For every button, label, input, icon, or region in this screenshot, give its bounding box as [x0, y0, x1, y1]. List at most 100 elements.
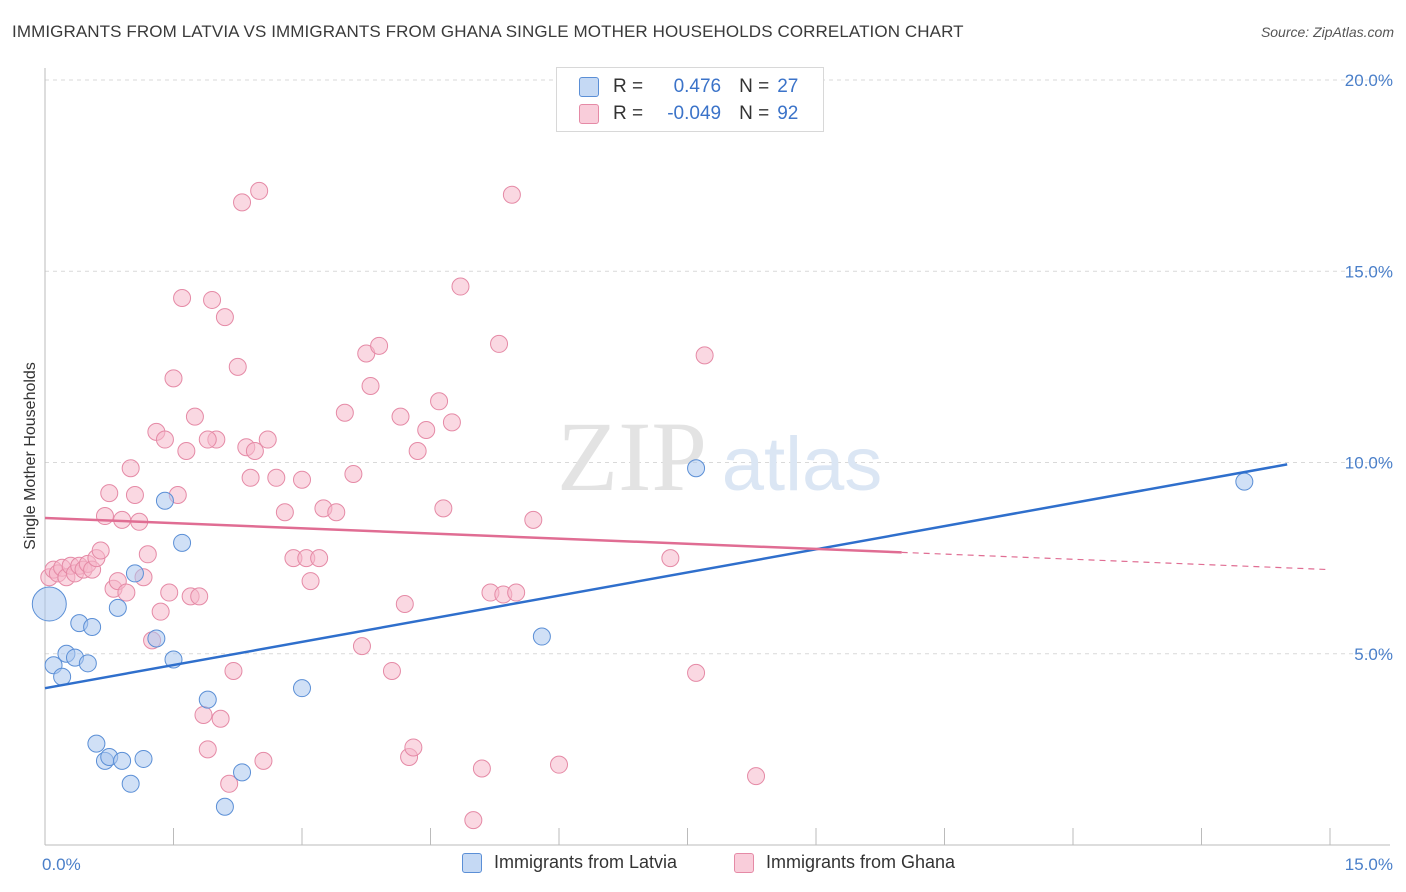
- ghana-point: [382, 661, 401, 680]
- ghana-point: [203, 290, 222, 309]
- latvia-point: [108, 598, 127, 617]
- ghana-point: [125, 486, 144, 505]
- ghana-point: [747, 767, 766, 786]
- y-tick-label: 15.0%: [1345, 262, 1393, 281]
- latvia-point: [532, 627, 551, 646]
- ghana-point: [198, 430, 217, 449]
- tick-labels: 5.0% 10.0% 15.0% 20.0% 0.0% 15.0%: [42, 71, 1393, 874]
- ghana-point: [215, 308, 234, 327]
- watermark-zip: ZIP: [557, 401, 707, 512]
- latvia-point: [198, 690, 217, 709]
- ghana-point: [451, 277, 470, 296]
- ghana-legend-swatch: [734, 852, 754, 873]
- latvia-point: [233, 763, 252, 782]
- legend-r-value: 0.476: [673, 76, 722, 97]
- ghana-point: [550, 755, 568, 774]
- ghana-point: [138, 545, 157, 564]
- ghana-legend-label: Immigrants from Ghana: [766, 852, 956, 872]
- axes: [44, 68, 1390, 846]
- latvia-point: [121, 774, 140, 793]
- y-axis-label: Single Mother Households: [22, 362, 39, 550]
- ghana-point: [117, 583, 136, 602]
- x-tick-label: 0.0%: [42, 855, 81, 874]
- ghana-point: [211, 709, 230, 728]
- ghana-point: [408, 442, 427, 461]
- latvia-point: [173, 533, 192, 552]
- ghana-point: [100, 484, 119, 503]
- y-tick-label: 10.0%: [1345, 454, 1393, 473]
- ghana-point: [404, 738, 423, 757]
- ghana-trend-line: [44, 516, 902, 554]
- latvia-point: [1235, 472, 1254, 491]
- watermark: ZIP atlas: [557, 401, 882, 512]
- ghana-point: [417, 420, 436, 439]
- legend-r-label: R =: [613, 103, 644, 124]
- watermark-atlas: atlas: [722, 422, 883, 507]
- ghana-point: [160, 583, 179, 602]
- ghana-point: [250, 181, 269, 200]
- ghana-point: [464, 811, 483, 830]
- latvia-trend-line: [44, 463, 1288, 690]
- latvia-point: [83, 617, 102, 636]
- legend-r-value: -0.049: [667, 103, 722, 124]
- ghana-point: [233, 193, 252, 212]
- ghana-point: [391, 407, 410, 426]
- ghana-point: [310, 549, 329, 568]
- x-tick-label: 15.0%: [1345, 855, 1393, 874]
- ghana-point: [434, 499, 453, 518]
- ghana-point: [173, 289, 192, 308]
- latvia-point: [125, 564, 144, 583]
- bottom-legend-ghana: Immigrants from Ghana: [734, 852, 955, 873]
- ghana-point: [198, 740, 217, 759]
- ghana-point: [224, 661, 243, 680]
- ghana-points: [40, 181, 766, 830]
- ghana-point: [395, 595, 414, 614]
- ghana-point: [185, 407, 204, 426]
- chart-title: IMMIGRANTS FROM LATVIA VS IMMIGRANTS FRO…: [12, 22, 964, 41]
- bottom-legend-latvia: Immigrants from Latvia: [462, 852, 677, 873]
- ghana-point: [258, 430, 277, 449]
- latvia-point: [687, 459, 706, 478]
- ghana-point: [335, 403, 354, 422]
- ghana-point: [267, 468, 286, 487]
- ghana-point: [91, 541, 110, 560]
- latvia-point: [147, 629, 166, 648]
- legend-r-label: R =: [613, 76, 644, 97]
- source-label: Source: ZipAtlas.com: [1260, 24, 1394, 40]
- ghana-point: [507, 583, 526, 602]
- ghana-point: [472, 759, 491, 778]
- latvia-legend-label: Immigrants from Latvia: [494, 852, 678, 872]
- ghana-point: [361, 377, 380, 395]
- ghana-point: [661, 549, 680, 568]
- latvia-point: [134, 749, 153, 768]
- ghana-point: [151, 602, 170, 621]
- ghana-point: [155, 430, 174, 449]
- ghana-point: [687, 663, 706, 682]
- latvia-point: [155, 491, 174, 510]
- latvia-legend-swatch: [462, 852, 482, 873]
- legend-n-value: 27: [777, 76, 799, 97]
- ghana-swatch: [579, 104, 599, 124]
- ghana-point: [502, 185, 521, 204]
- latvia-point: [113, 751, 132, 770]
- ghana-point: [95, 507, 114, 526]
- y-tick-label: 5.0%: [1354, 645, 1393, 664]
- ghana-point: [190, 587, 209, 606]
- ghana-point: [293, 470, 311, 489]
- latvia-point: [293, 679, 311, 698]
- ghana-point: [695, 346, 714, 365]
- ghana-point: [430, 392, 449, 411]
- ghana-point: [121, 459, 140, 478]
- latvia-swatch: [579, 77, 599, 97]
- legend-n-label: N =: [739, 76, 770, 97]
- latvia-point: [87, 734, 106, 753]
- ghana-point: [275, 503, 294, 522]
- latvia-point: [78, 654, 97, 673]
- ghana-point: [245, 442, 264, 461]
- ghana-point: [228, 357, 247, 376]
- trend-lines: [44, 463, 1331, 690]
- correlation-legend: R = 0.476 N = 27 R = -0.049 N = 92: [556, 67, 824, 132]
- legend-n-label: N =: [739, 103, 770, 124]
- latvia-points: [31, 459, 1254, 816]
